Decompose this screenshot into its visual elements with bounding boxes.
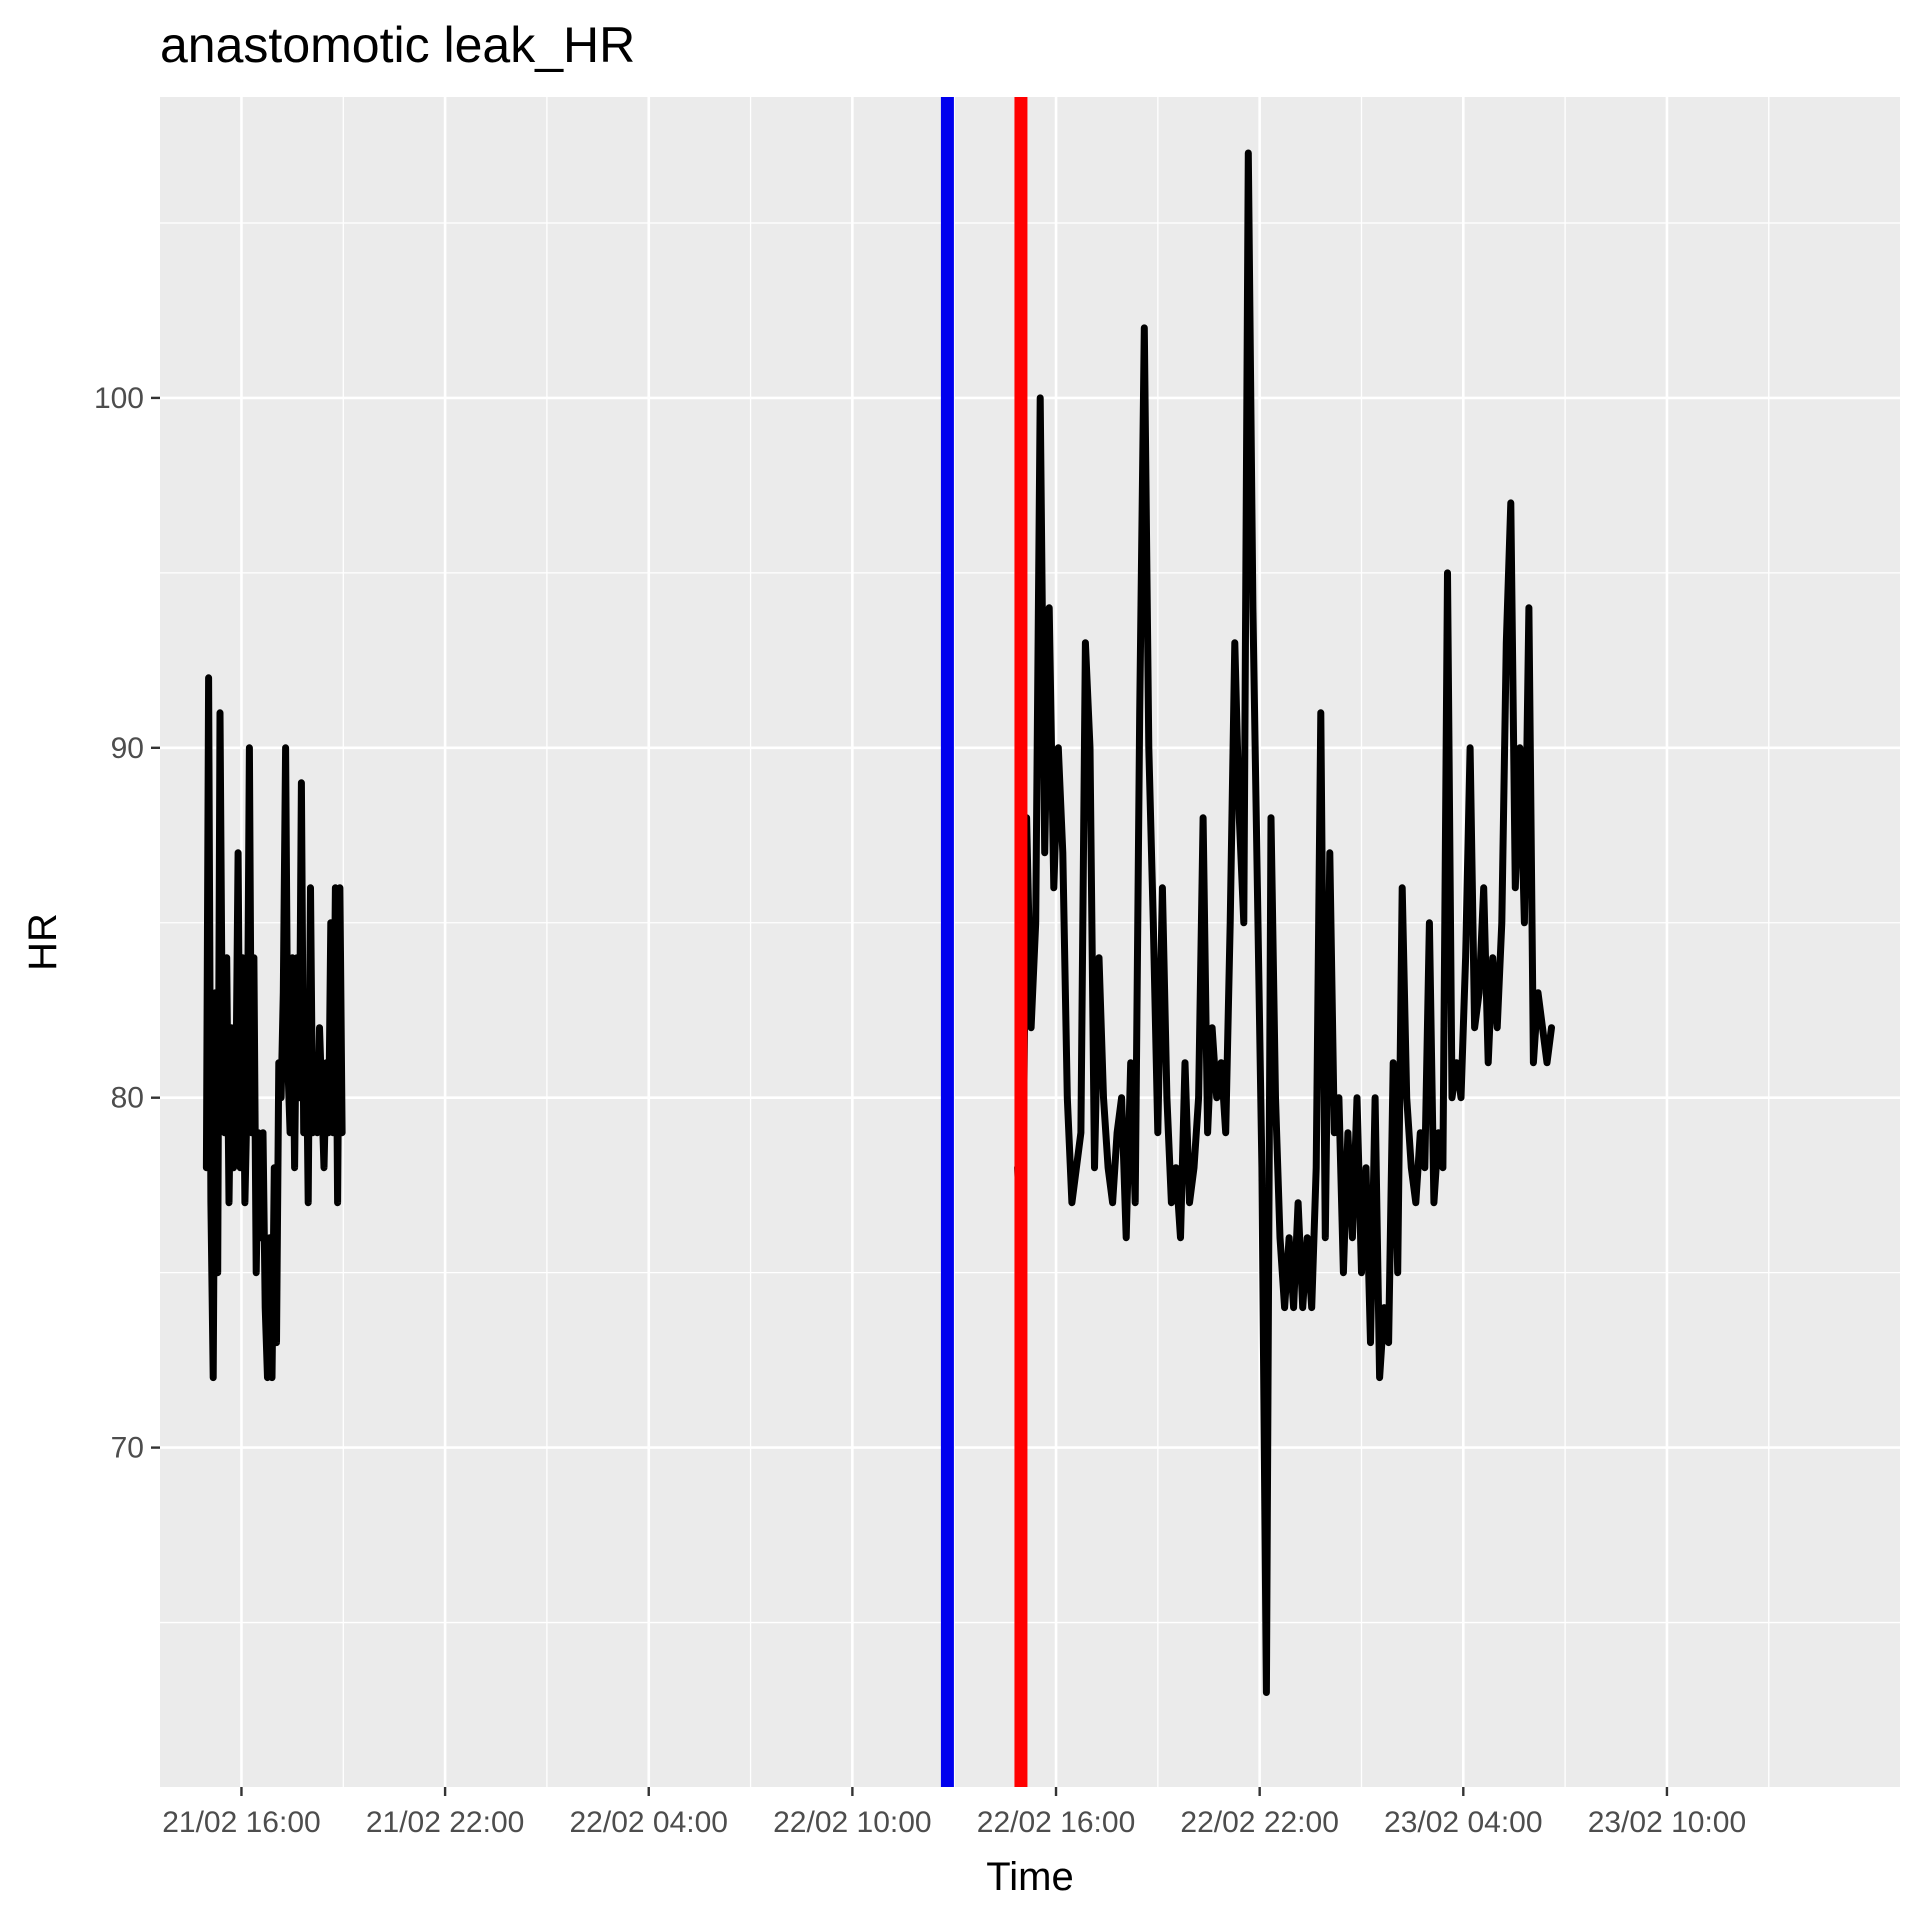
hr-series-line-1 — [1014, 149, 1555, 1696]
x-tick-label: 23/02 10:00 — [1588, 1806, 1746, 1839]
x-tick-label: 21/02 16:00 — [162, 1806, 320, 1839]
x-tick-label: 22/02 16:00 — [977, 1806, 1135, 1839]
y-tick-label: 100 — [94, 382, 144, 415]
y-tick-label: 70 — [111, 1432, 144, 1465]
x-tick-label: 21/02 22:00 — [366, 1806, 524, 1839]
x-tick-label: 23/02 04:00 — [1384, 1806, 1542, 1839]
tick-labels: 21/02 16:00 21/02 22:00 22/02 04:00 22/02 1… — [94, 382, 1746, 1839]
y-tick-label: 80 — [111, 1082, 144, 1115]
y-tick-label: 90 — [111, 732, 144, 765]
axis-ticks — [151, 396, 1669, 1796]
chart-title: anastomotic leak_HR — [160, 17, 635, 73]
x-tick-label: 22/02 22:00 — [1180, 1806, 1338, 1839]
hr-series-line-0 — [202, 674, 346, 1382]
x-axis-title: Time — [986, 1855, 1073, 1899]
x-tick-label: 22/02 10:00 — [773, 1806, 931, 1839]
series-layer — [202, 149, 1555, 1696]
x-tick-label: 22/02 04:00 — [569, 1806, 727, 1839]
y-axis-title: HR — [21, 913, 65, 971]
vline-layer — [940, 97, 1028, 1787]
